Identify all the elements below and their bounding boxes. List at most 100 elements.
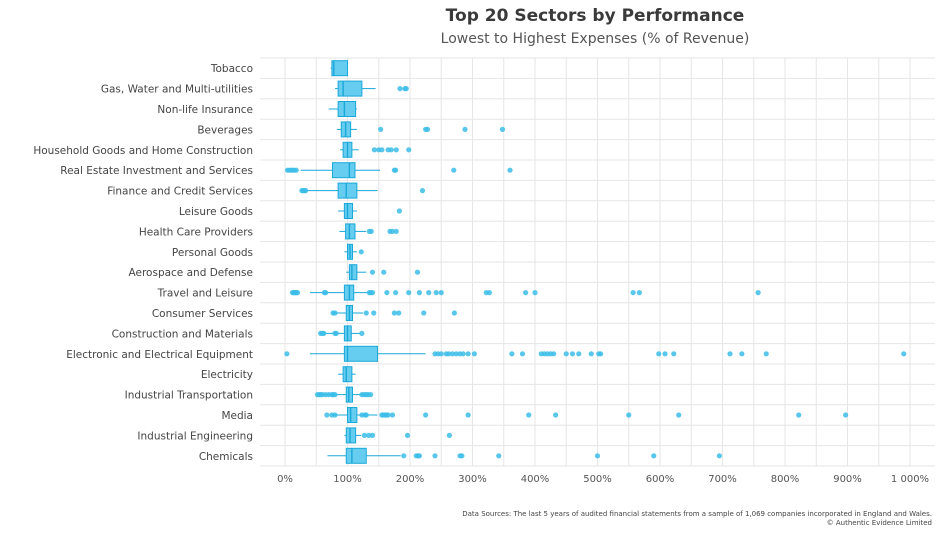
- outlier-point: [499, 126, 506, 132]
- category-label: Household Goods and Home Construction: [33, 145, 253, 157]
- outlier-point: [371, 147, 377, 153]
- outlier-point: [594, 453, 601, 459]
- outlier-point: [626, 412, 632, 418]
- box-18: [344, 427, 362, 444]
- chart-subtitle: Lowest to Highest Expenses (% of Revenue…: [440, 31, 750, 47]
- box-17: [331, 407, 378, 423]
- outlier-point: [460, 351, 466, 357]
- category-label: Tobacco: [210, 63, 253, 75]
- box-14: [310, 345, 426, 362]
- category-labels: Tobacco Gas, Water and Multi-utilities Non…: [33, 63, 253, 463]
- iqr-box: [345, 447, 367, 464]
- category-label: Health Care Providers: [139, 226, 253, 238]
- x-tick-label: 200%: [396, 474, 425, 485]
- outlier-point: [284, 351, 290, 357]
- category-label: Travel and Leisure: [157, 288, 253, 300]
- box-11: [310, 284, 373, 301]
- outlier-point: [509, 351, 515, 357]
- outlier-point: [569, 351, 576, 357]
- iqr-box: [342, 366, 353, 383]
- x-tick-label: 300%: [458, 474, 487, 485]
- outlier-point: [385, 412, 391, 418]
- outlier-point: [396, 310, 402, 316]
- box-3: [336, 121, 357, 138]
- outlier-point: [459, 453, 465, 459]
- outlier-point: [293, 167, 299, 173]
- x-axis-ticks: 0% 100% 200% 300% 400% 500% 600% 700% 800% 900% 1 …: [277, 474, 929, 485]
- outlier-point: [379, 147, 385, 153]
- outlier-point: [389, 228, 396, 234]
- category-label: Consumer Services: [152, 308, 253, 320]
- outlier-point: [676, 412, 682, 418]
- outlier-point: [324, 412, 330, 418]
- outlier-point: [332, 310, 338, 316]
- box-8: [339, 223, 367, 240]
- box-19: [327, 447, 401, 464]
- outlier-point: [363, 412, 369, 418]
- outlier-point: [401, 453, 407, 459]
- outlier-point: [507, 167, 513, 173]
- outlier-point: [388, 147, 394, 153]
- outlier-point: [332, 392, 338, 398]
- chart-title: Top 20 Sectors by Performance: [445, 6, 745, 26]
- iqr-box: [345, 223, 356, 240]
- iqr-box: [337, 182, 358, 199]
- iqr-box: [337, 80, 363, 97]
- outlier-point: [396, 208, 402, 214]
- iqr-box: [343, 203, 353, 219]
- outlier-point: [576, 351, 582, 357]
- x-tick-label: 0%: [277, 474, 293, 485]
- category-label: Finance and Credit Services: [107, 186, 253, 198]
- category-label: Beverages: [197, 124, 253, 136]
- box-5: [300, 162, 380, 179]
- category-label: Electricity: [201, 369, 253, 381]
- outlier-point: [414, 269, 421, 275]
- outlier-point: [630, 290, 636, 296]
- outlier-point: [359, 330, 365, 336]
- outlier-point: [451, 167, 457, 173]
- category-label: Construction and Materials: [112, 328, 253, 340]
- category-label: Electronic and Electrical Equipment: [66, 349, 253, 361]
- outlier-point: [598, 351, 604, 357]
- outlier-point: [404, 432, 411, 438]
- outlier-point: [397, 86, 403, 92]
- box-1: [335, 80, 376, 97]
- outlier-point: [465, 412, 471, 418]
- outlier-point: [438, 351, 444, 357]
- outlier-point: [656, 351, 662, 357]
- iqr-box: [343, 345, 378, 362]
- outlier-point: [432, 453, 438, 459]
- category-label: Industrial Engineering: [137, 430, 253, 442]
- outlier-point: [563, 351, 569, 357]
- outlier-point: [389, 412, 396, 418]
- iqr-box: [337, 101, 357, 117]
- x-tick-label: 1 000%: [891, 474, 929, 485]
- outlier-point: [323, 290, 329, 296]
- outlier-point: [496, 453, 502, 459]
- outlier-point: [391, 310, 397, 316]
- iqr-box: [332, 162, 356, 179]
- iqr-box: [348, 264, 358, 281]
- outlier-point: [393, 147, 399, 153]
- outlier-point: [333, 330, 339, 336]
- x-tick-label: 700%: [708, 474, 737, 485]
- outlier-point: [403, 86, 409, 92]
- outliers-layer: [284, 86, 907, 459]
- box-10: [346, 264, 367, 281]
- outlier-point: [901, 351, 907, 357]
- box-2: [328, 101, 357, 117]
- outlier-point: [416, 453, 422, 459]
- outlier-point: [763, 351, 769, 357]
- category-label: Real Estate Investment and Services: [60, 165, 253, 177]
- iqr-box: [347, 407, 358, 423]
- outlier-point: [446, 351, 452, 357]
- x-tick-label: 600%: [646, 474, 675, 485]
- outlier-point: [462, 126, 468, 132]
- outlier-point: [532, 290, 538, 296]
- outlier-point: [471, 351, 477, 357]
- outlier-point: [416, 290, 422, 296]
- outlier-point: [393, 290, 399, 296]
- outlier-point: [406, 147, 412, 153]
- x-tick-label: 900%: [833, 474, 862, 485]
